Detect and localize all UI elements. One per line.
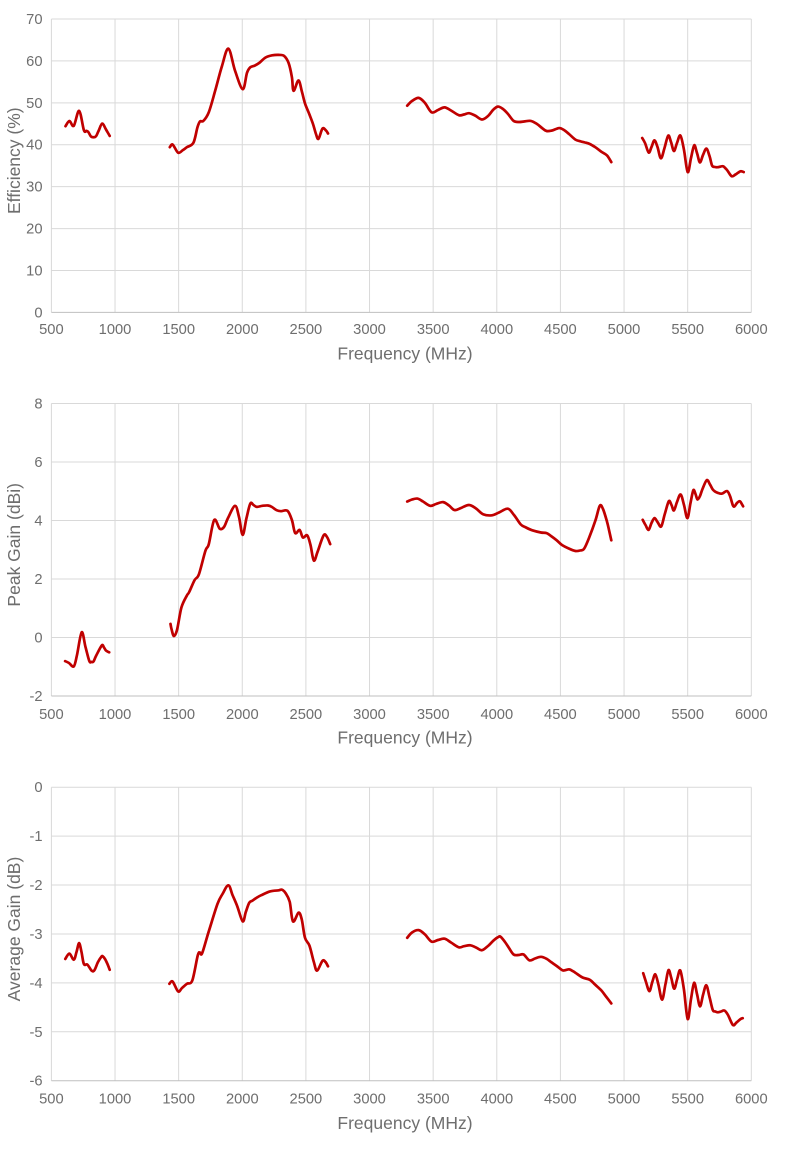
svg-text:4000: 4000 — [480, 1092, 513, 1108]
svg-text:-6: -6 — [29, 1074, 42, 1090]
svg-text:6: 6 — [34, 455, 42, 471]
svg-text:6000: 6000 — [735, 707, 768, 723]
svg-text:2000: 2000 — [226, 322, 259, 338]
svg-text:5000: 5000 — [608, 1092, 641, 1108]
svg-text:Average Gain (dB): Average Gain (dB) — [4, 857, 24, 1002]
svg-text:6000: 6000 — [735, 1092, 768, 1108]
svg-text:3000: 3000 — [353, 707, 386, 723]
svg-text:1500: 1500 — [162, 1092, 195, 1108]
svg-text:500: 500 — [39, 707, 64, 723]
svg-text:3500: 3500 — [417, 1092, 450, 1108]
svg-text:1500: 1500 — [162, 322, 195, 338]
svg-text:6000: 6000 — [735, 322, 768, 338]
svg-text:0: 0 — [34, 631, 42, 647]
svg-text:1000: 1000 — [99, 707, 132, 723]
svg-text:2: 2 — [34, 572, 42, 588]
svg-text:20: 20 — [26, 222, 42, 238]
svg-text:Efficiency (%): Efficiency (%) — [4, 107, 24, 214]
svg-text:3500: 3500 — [417, 322, 450, 338]
svg-text:2500: 2500 — [290, 1092, 323, 1108]
svg-text:1000: 1000 — [99, 322, 132, 338]
svg-text:-5: -5 — [29, 1025, 42, 1041]
svg-text:4000: 4000 — [480, 707, 513, 723]
svg-text:1000: 1000 — [99, 1092, 132, 1108]
svg-text:-3: -3 — [29, 927, 42, 943]
svg-text:5500: 5500 — [671, 1092, 704, 1108]
svg-text:60: 60 — [26, 54, 42, 70]
svg-text:5500: 5500 — [671, 322, 704, 338]
svg-text:50: 50 — [26, 96, 42, 112]
svg-text:-1: -1 — [29, 829, 42, 845]
svg-text:Peak Gain (dBi): Peak Gain (dBi) — [4, 483, 24, 607]
svg-text:5500: 5500 — [671, 707, 704, 723]
svg-text:3500: 3500 — [417, 707, 450, 723]
svg-text:2500: 2500 — [290, 322, 323, 338]
svg-text:-4: -4 — [29, 976, 42, 992]
svg-text:500: 500 — [39, 322, 64, 338]
svg-text:4500: 4500 — [544, 322, 577, 338]
svg-text:40: 40 — [26, 138, 42, 154]
svg-text:Frequency (MHz): Frequency (MHz) — [337, 344, 472, 364]
svg-text:2000: 2000 — [226, 1092, 259, 1108]
svg-text:5000: 5000 — [608, 707, 641, 723]
svg-text:70: 70 — [26, 12, 42, 28]
svg-text:4: 4 — [34, 514, 42, 530]
svg-text:30: 30 — [26, 180, 42, 196]
svg-text:1500: 1500 — [162, 707, 195, 723]
svg-text:10: 10 — [26, 264, 42, 280]
svg-text:2500: 2500 — [290, 707, 323, 723]
svg-text:3000: 3000 — [353, 1092, 386, 1108]
svg-text:-2: -2 — [29, 878, 42, 894]
svg-text:Frequency (MHz): Frequency (MHz) — [337, 1113, 472, 1133]
svg-text:2000: 2000 — [226, 707, 259, 723]
svg-text:4500: 4500 — [544, 1092, 577, 1108]
svg-text:8: 8 — [34, 397, 42, 413]
svg-text:5000: 5000 — [608, 322, 641, 338]
svg-text:4500: 4500 — [544, 707, 577, 723]
svg-text:0: 0 — [34, 305, 42, 321]
svg-text:0: 0 — [34, 780, 42, 796]
svg-text:-2: -2 — [29, 689, 42, 705]
svg-text:500: 500 — [39, 1092, 64, 1108]
svg-text:3000: 3000 — [353, 322, 386, 338]
svg-text:Frequency (MHz): Frequency (MHz) — [337, 727, 472, 747]
svg-text:4000: 4000 — [480, 322, 513, 338]
